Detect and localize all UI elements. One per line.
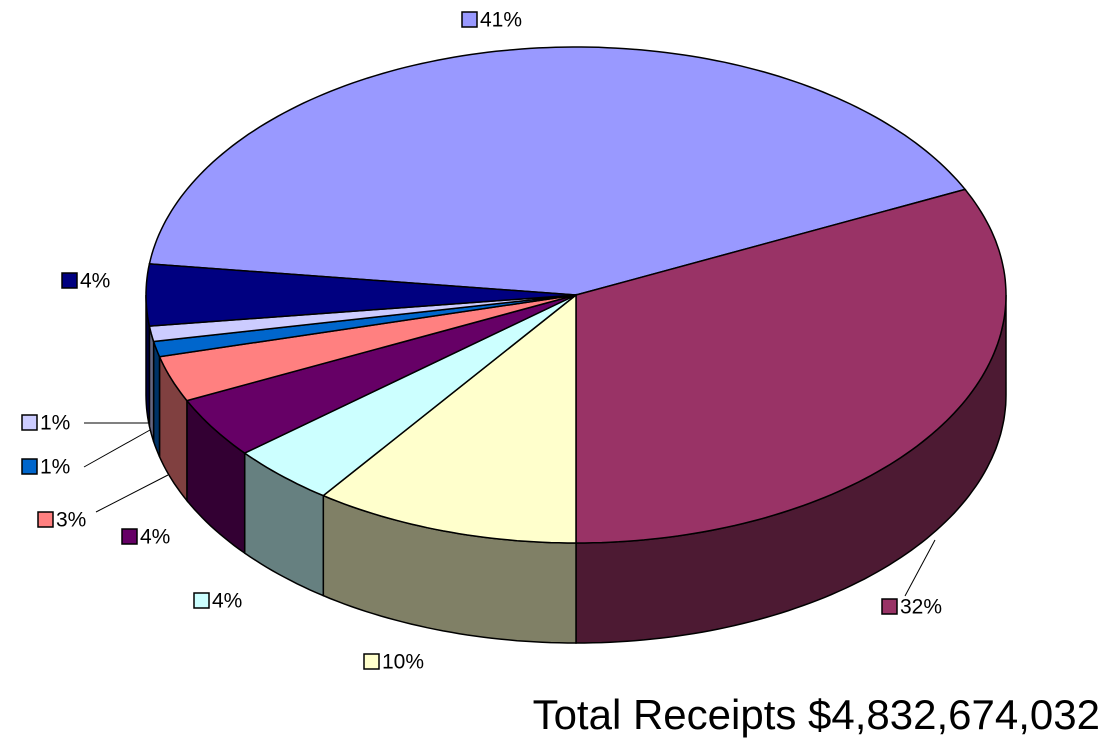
slice [148,46,967,296]
data-label: 1% [40,412,70,435]
leader-line [83,429,151,468]
label-swatch [21,414,38,431]
data-label: 4% [140,526,170,549]
data-label: 4% [80,270,110,293]
leader-line [95,474,169,513]
label-swatch [61,272,78,289]
data-label: 1% [40,456,70,479]
slice [575,188,1007,544]
slice [185,294,577,454]
slice [158,294,577,402]
total-annotation: Total Receipts $4,832,674,032 [533,691,1100,738]
leader-line [904,539,936,597]
slice [243,294,577,497]
slice-side [152,341,161,457]
label-swatch [881,598,898,615]
slice [145,263,577,327]
label-swatch [193,592,210,609]
label-swatch [37,511,54,528]
slice-sides [145,294,1007,644]
slice [321,293,577,544]
label-swatch [121,528,138,545]
label-swatch [363,653,380,670]
data-label: 4% [212,590,242,613]
data-label: 41% [480,9,522,32]
data-label: 10% [382,651,424,674]
data-label: 32% [900,596,942,619]
label-swatch [461,11,478,28]
slice-tops [145,46,1007,544]
label-swatch [21,458,38,475]
data-label: 3% [56,509,86,532]
